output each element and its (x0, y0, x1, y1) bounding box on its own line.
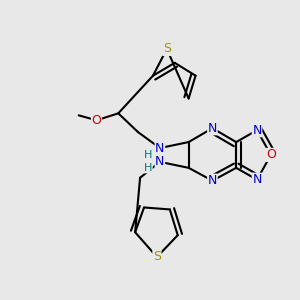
Text: N: N (155, 155, 165, 168)
Text: S: S (153, 250, 161, 263)
Text: N: N (252, 173, 262, 186)
Text: H: H (144, 163, 152, 173)
Text: H: H (144, 150, 152, 160)
Text: O: O (266, 148, 276, 161)
Text: N: N (155, 142, 165, 154)
Text: N: N (208, 122, 217, 135)
Text: O: O (92, 114, 101, 127)
Text: N: N (252, 124, 262, 137)
Text: N: N (208, 174, 217, 187)
Text: S: S (163, 42, 171, 56)
